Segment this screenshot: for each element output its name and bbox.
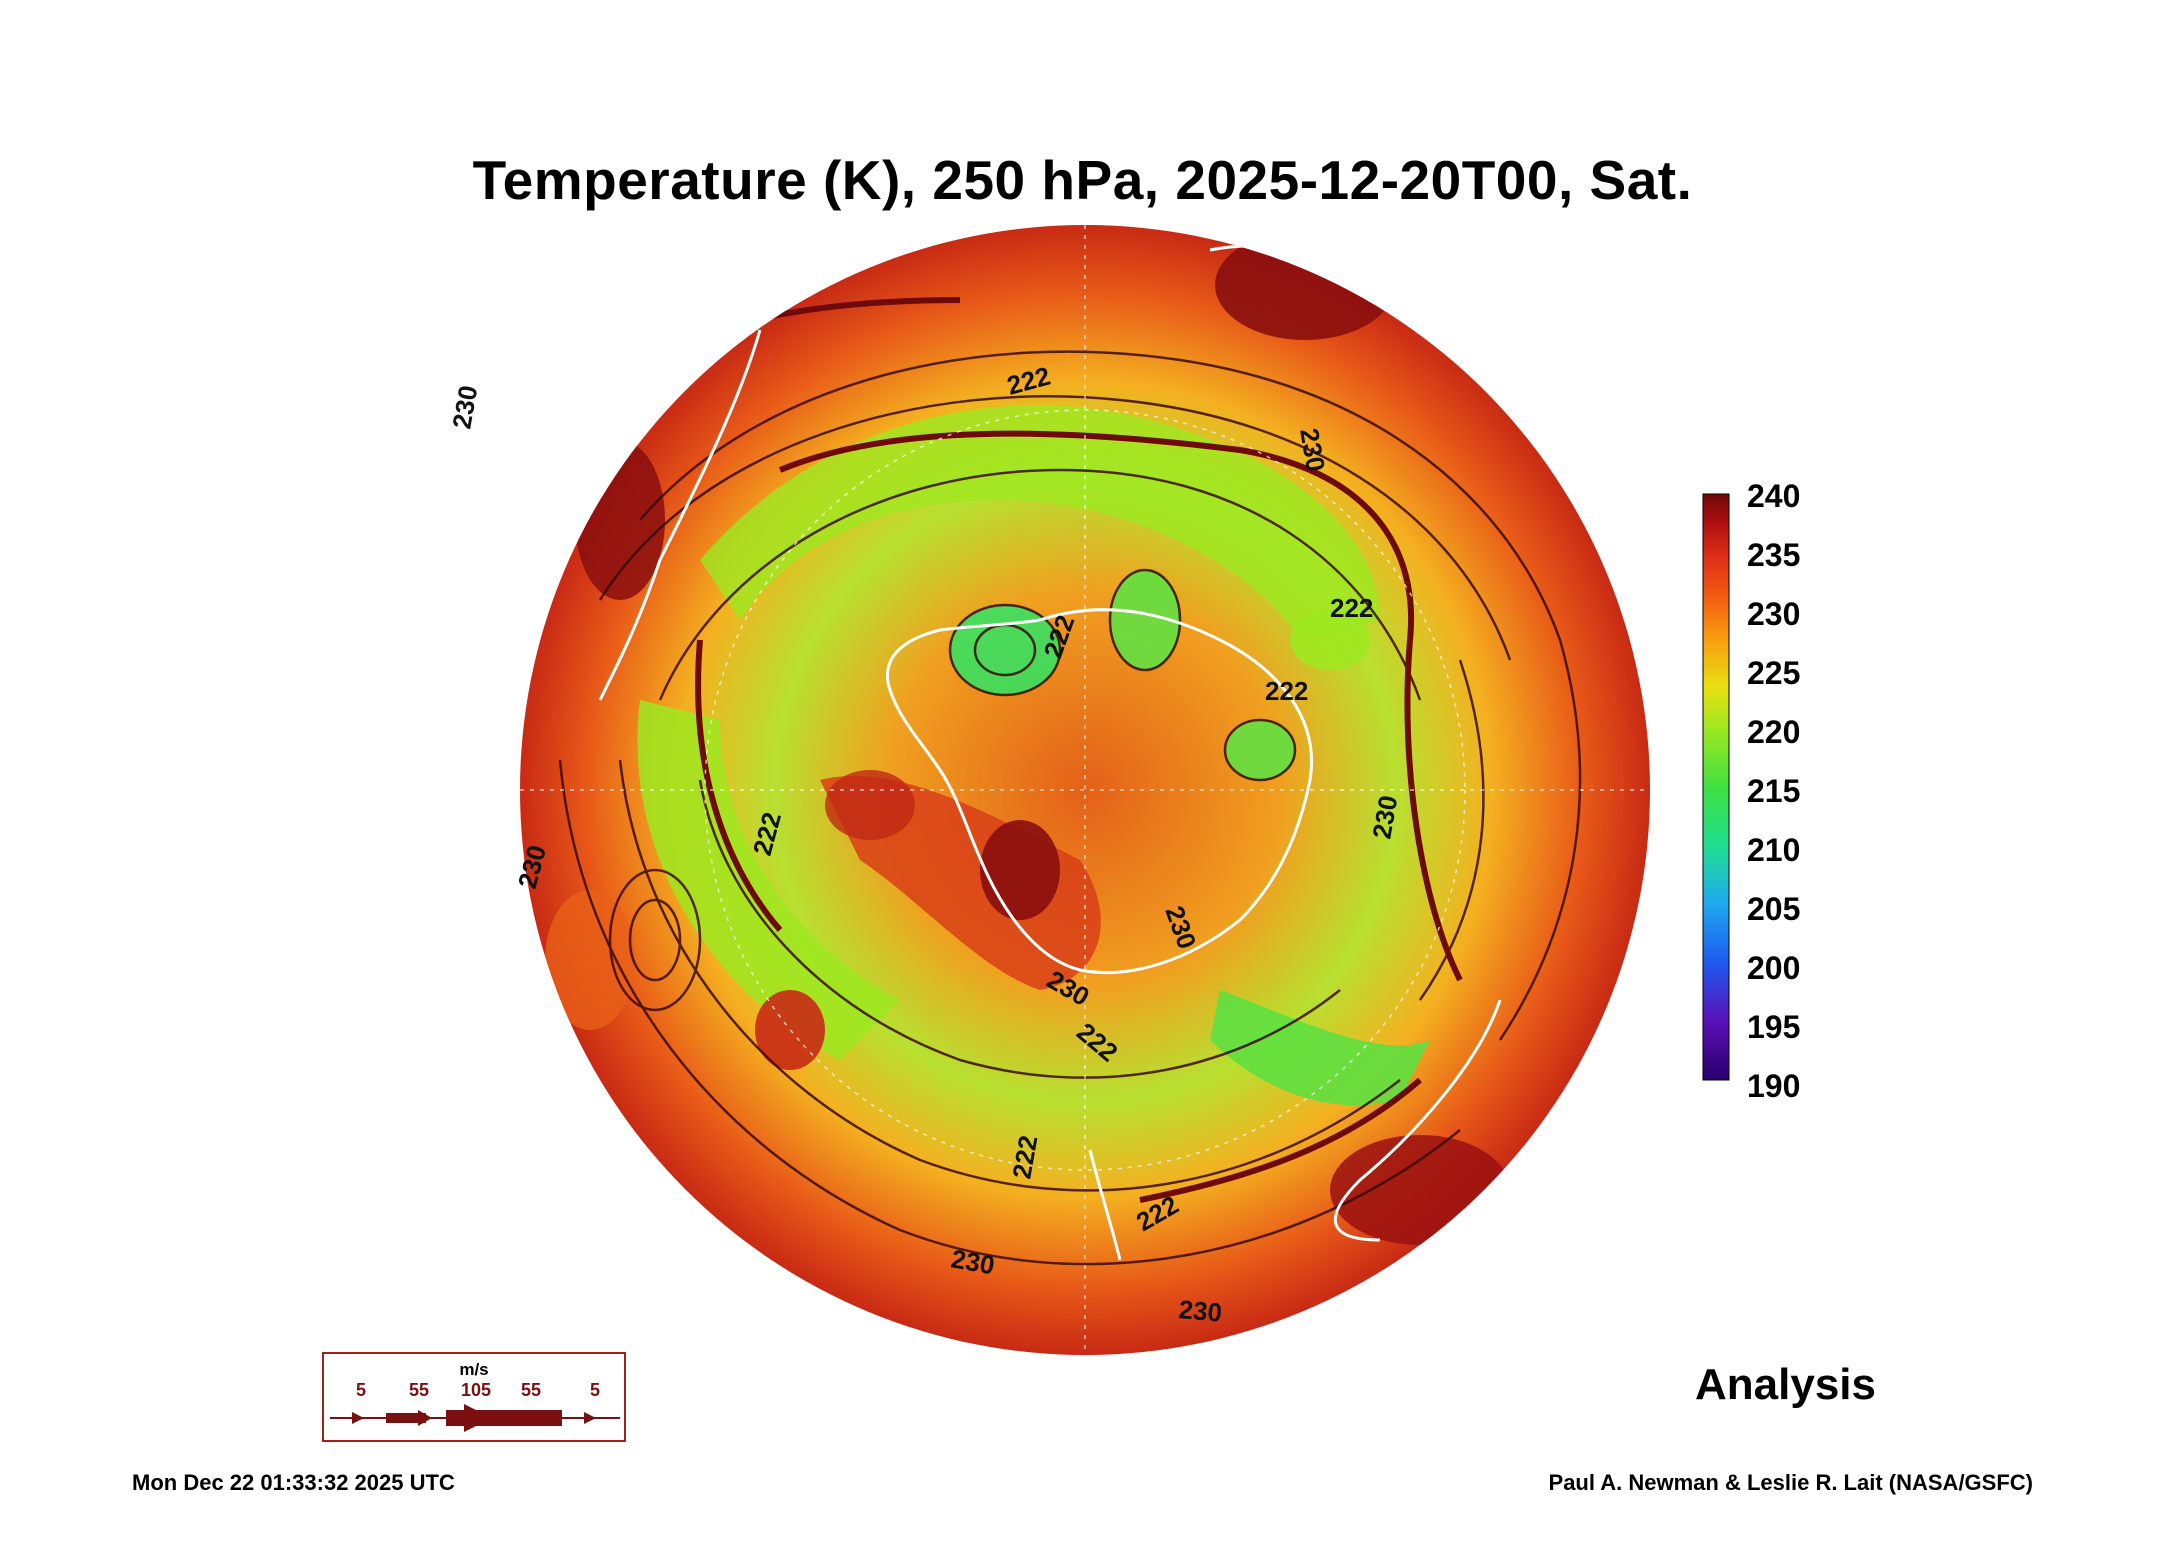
credit: Paul A. Newman & Leslie R. Lait (NASA/GS… (1548, 1470, 2033, 1495)
legend-value: 55 (409, 1380, 430, 1400)
map-title: Temperature (K), 250 hPa, 2025-12-20T00,… (472, 149, 1693, 211)
colorbar-tick-label: 210 (1747, 832, 1801, 868)
contour-label: 230 (1177, 1294, 1223, 1328)
colorbar-tick-label: 220 (1747, 714, 1801, 750)
legend-value: 55 (521, 1380, 542, 1400)
timestamp: Mon Dec 22 01:33:32 2025 UTC (132, 1470, 455, 1495)
wind-speed-legend: m/s 5 55 105 55 5 (322, 1352, 626, 1442)
colorbar-tick-label: 240 (1747, 478, 1801, 514)
contour-label: 222 (1265, 676, 1308, 706)
contour-label: 222 (1330, 593, 1373, 623)
temperature-field (520, 225, 1650, 1355)
colorbar-tick-label: 215 (1747, 773, 1801, 809)
contour-label: 230 (1366, 793, 1403, 841)
colorbar-tick-label: 205 (1747, 891, 1801, 927)
colorbar-tick-label: 195 (1747, 1009, 1801, 1045)
colorbar-tick-label: 190 (1747, 1068, 1801, 1104)
product-label: Analysis (1695, 1360, 1876, 1409)
legend-value: 105 (461, 1380, 492, 1400)
legend-value: 5 (590, 1380, 601, 1400)
legend-value: 5 (356, 1380, 367, 1400)
colorbar-tick-label: 200 (1747, 950, 1801, 986)
contour-label: 230 (1294, 426, 1331, 474)
colorbar-tick-label: 225 (1747, 655, 1801, 691)
wind-speed-legend-arrows (330, 1404, 620, 1432)
contour-label: 230 (949, 1243, 997, 1280)
legend-unit: m/s (459, 1360, 489, 1379)
colorbar (1702, 493, 1730, 1081)
colorbar-tick-label: 235 (1747, 537, 1801, 573)
contour-label: 230 (446, 383, 483, 431)
colorbar-tick-label: 230 (1747, 596, 1801, 632)
contour-label: 222 (1006, 1133, 1043, 1181)
